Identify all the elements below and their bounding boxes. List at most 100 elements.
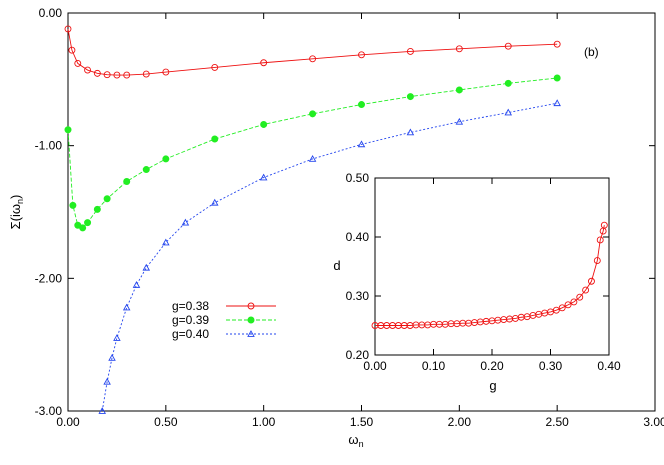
- data-point: [162, 238, 170, 246]
- y-tick-label: 0.30: [346, 289, 370, 303]
- legend-item: g=0.40: [172, 327, 276, 341]
- data-point: [98, 407, 107, 414]
- legend-item: g=0.39: [172, 313, 276, 327]
- data-point: [596, 236, 604, 244]
- data-point: [122, 303, 131, 311]
- y-axis-title: Σ(iωn): [8, 195, 25, 230]
- data-point: [210, 198, 219, 206]
- inset-background: [331, 168, 616, 367]
- x-tick-label: 0.30: [539, 359, 563, 373]
- series-line: [67, 28, 558, 76]
- data-point: [455, 45, 463, 53]
- x-tick-label: 0.00: [363, 359, 387, 373]
- data-point: [84, 66, 92, 74]
- data-point: [64, 126, 72, 134]
- data-point: [132, 281, 141, 288]
- data-point: [558, 304, 566, 312]
- y-tick-label: -2.00: [35, 271, 63, 285]
- data-point: [553, 99, 561, 107]
- x-axis-title-sub: n: [359, 439, 364, 449]
- data-point: [260, 59, 268, 67]
- data-point: [247, 302, 255, 310]
- data-point: [123, 177, 131, 185]
- data-point: [123, 71, 131, 79]
- data-point: [504, 42, 512, 50]
- main-chart: 0.00 0.50 1.00 1.50 2.00 2.50 3.00 0.00 -1.00 -2.…: [8, 6, 664, 449]
- x-tick-label: 1.50: [350, 415, 374, 429]
- data-point: [93, 205, 101, 213]
- data-point: [406, 48, 414, 55]
- data-point: [553, 74, 561, 82]
- data-point: [113, 71, 121, 79]
- inset-series-layer: [371, 221, 608, 329]
- data-point: [142, 263, 151, 271]
- y-axis-title-end: ): [8, 195, 23, 199]
- data-point: [553, 40, 561, 48]
- series: [64, 74, 561, 232]
- data-point: [247, 330, 255, 337]
- y-tick-label: 0.50: [346, 171, 370, 185]
- inset-chart: 0.00 0.10 0.20 0.30 0.40 0.20 0.30 0.40 0.50 d g: [331, 168, 621, 393]
- x-tick-label: 0.50: [154, 415, 178, 429]
- data-point: [576, 293, 584, 301]
- data-point: [582, 286, 590, 294]
- data-point: [103, 71, 111, 79]
- data-point: [64, 25, 72, 33]
- data-point: [211, 135, 219, 143]
- data-point: [308, 155, 317, 162]
- x-tick-label: 0.00: [56, 415, 80, 429]
- panel-label: (b): [584, 45, 599, 59]
- data-point: [600, 221, 608, 229]
- data-point: [162, 68, 170, 76]
- data-point: [84, 219, 92, 227]
- data-point: [259, 173, 268, 181]
- x-axis-title-main: ω: [348, 432, 358, 447]
- data-point: [564, 301, 572, 309]
- series-line: [67, 77, 558, 229]
- main-series-layer: [64, 25, 561, 414]
- inset-x-axis-title: g: [489, 378, 496, 393]
- legend-label: g=0.39: [172, 313, 209, 327]
- data-point: [162, 155, 170, 163]
- x-tick-label: 0.10: [422, 359, 446, 373]
- y-axis-title-sub: n: [15, 199, 25, 204]
- x-tick-label: 0.40: [597, 359, 621, 373]
- data-point: [69, 201, 77, 209]
- main-axis-ticks: 0.00 0.50 1.00 1.50 2.00 2.50 3.00 0.00 -1.00 -2.…: [35, 6, 664, 429]
- data-point: [103, 377, 111, 385]
- data-point: [455, 86, 463, 94]
- data-point: [593, 257, 601, 265]
- y-tick-label: 0.00: [39, 6, 63, 20]
- data-point: [570, 298, 578, 306]
- data-point: [142, 166, 150, 174]
- data-point: [406, 93, 414, 101]
- data-point: [406, 128, 415, 136]
- data-point: [93, 69, 101, 77]
- legend-label: g=0.38: [172, 299, 209, 313]
- data-point: [260, 120, 268, 128]
- series: [98, 99, 561, 414]
- data-point: [142, 70, 150, 78]
- inset-axis-ticks: 0.00 0.10 0.20 0.30 0.40 0.20 0.30 0.40 0.50: [346, 171, 621, 373]
- data-point: [108, 354, 116, 361]
- y-axis-title-main: Σ(iω: [8, 204, 23, 229]
- x-tick-label: 3.00: [643, 415, 664, 429]
- x-tick-label: 0.20: [480, 359, 504, 373]
- data-point: [588, 277, 595, 285]
- data-point: [74, 59, 82, 67]
- data-point: [247, 316, 255, 324]
- y-tick-label: 0.40: [346, 230, 370, 244]
- x-axis-title: ωn: [348, 432, 363, 449]
- data-point: [113, 334, 121, 341]
- data-point: [103, 195, 111, 203]
- legend: g=0.38g=0.39g=0.40: [172, 299, 276, 341]
- y-tick-label: -1.00: [35, 139, 63, 153]
- data-point: [552, 306, 560, 314]
- x-tick-label: 1.00: [252, 415, 276, 429]
- series: [371, 221, 608, 329]
- data-point: [504, 79, 512, 87]
- legend-label: g=0.40: [172, 327, 209, 341]
- series: [64, 25, 561, 79]
- data-point: [455, 117, 464, 125]
